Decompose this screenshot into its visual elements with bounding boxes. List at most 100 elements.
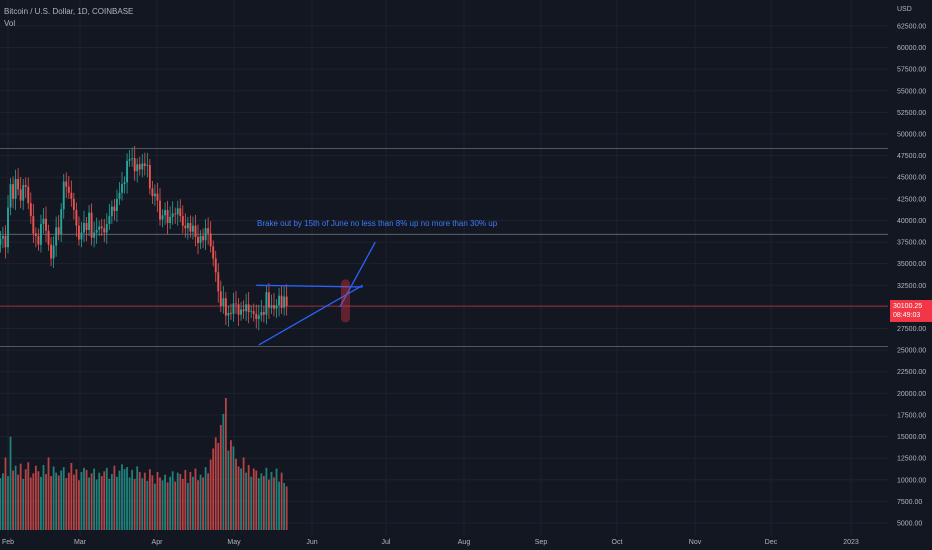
candle-body	[148, 165, 151, 189]
volume-bar	[40, 476, 42, 530]
candle-body	[171, 213, 174, 217]
candle-body	[197, 236, 199, 243]
candle-body	[39, 223, 42, 245]
volume-bar	[118, 470, 121, 530]
volume-bar	[113, 465, 116, 530]
volume-bars	[0, 398, 288, 530]
candle-body	[283, 296, 286, 308]
price-axis: USD 5000.00 7500.00 10000.00 12500.00 15000.0…	[888, 0, 932, 550]
candle-body	[265, 292, 268, 315]
volume-bar	[72, 474, 75, 530]
volume-bar	[126, 467, 128, 530]
candle-body	[57, 227, 60, 235]
volume-bar	[154, 483, 156, 530]
candle-body	[250, 311, 253, 313]
volume-bar	[29, 477, 32, 530]
volume-bar	[265, 467, 268, 530]
volume-bar	[260, 473, 263, 530]
volume-bar	[245, 472, 248, 530]
volume-bar	[283, 483, 286, 530]
candle-body	[50, 244, 53, 259]
volume-bar	[2, 473, 4, 530]
candle-body	[110, 206, 113, 217]
candle-body	[189, 223, 192, 232]
candle-body	[113, 206, 116, 211]
candle-body	[138, 164, 141, 170]
candle-body	[153, 193, 156, 197]
horizontal-levels	[0, 148, 888, 348]
price-tick-label: 32500.00	[897, 283, 926, 290]
time-tick-label: Jul	[382, 539, 391, 546]
candle-body	[95, 229, 98, 233]
price-tick-label: 15000.00	[897, 434, 926, 441]
candle-body	[262, 312, 265, 315]
volume-bar	[85, 469, 88, 530]
candle-body	[60, 209, 63, 235]
breakout-projection-line	[339, 241, 376, 308]
candle-body	[212, 246, 215, 259]
candle-body	[191, 225, 194, 232]
volume-bar	[166, 482, 169, 530]
volume-bar	[100, 476, 103, 530]
price-tick-label: 7500.00	[897, 499, 922, 506]
volume-bar	[255, 470, 258, 530]
volume-bar	[176, 472, 179, 530]
volume-bar	[189, 471, 192, 530]
volume-bar	[27, 462, 30, 530]
candle-body	[90, 212, 93, 238]
price-tick-label: 62500.00	[897, 23, 926, 30]
volume-bar	[209, 459, 212, 530]
candle-body	[4, 236, 7, 248]
candle-body	[55, 227, 58, 246]
candle-body	[27, 186, 30, 204]
candle-body	[42, 218, 45, 224]
volume-bar	[184, 469, 187, 530]
volume-bar	[65, 478, 68, 530]
volume-bar	[161, 480, 164, 530]
price-tick-label: 40000.00	[897, 218, 926, 225]
price-tick-label: 50000.00	[897, 132, 926, 139]
volume-bar	[217, 442, 220, 530]
volume-bar	[78, 480, 80, 530]
candle-body	[34, 233, 37, 237]
candle-body	[72, 198, 75, 211]
volume-bar	[262, 476, 265, 530]
candle-body	[202, 236, 205, 241]
candle-body	[275, 305, 278, 309]
candle-body	[128, 159, 131, 161]
volume-bar	[247, 465, 250, 530]
price-tick-label: 47500.00	[897, 153, 926, 160]
volume-bar	[194, 468, 197, 530]
breakout-annotation[interactable]: Brake out by 15th of June no less than 8…	[257, 219, 498, 228]
price-tick-label: 5000.00	[897, 521, 922, 528]
candle-body	[65, 181, 68, 187]
candle-body	[32, 216, 35, 234]
candle-body	[85, 223, 88, 230]
candle-body	[45, 218, 47, 231]
candle-body	[115, 198, 118, 211]
price-tick-label: 37500.00	[897, 240, 926, 247]
candle-body	[75, 210, 78, 226]
candle-body	[131, 158, 134, 160]
time-tick-label: Mar	[74, 539, 87, 546]
price-tick-label: 35000.00	[897, 261, 926, 268]
candle-body	[184, 225, 187, 229]
candle-body	[141, 163, 144, 170]
candle-body	[224, 298, 227, 316]
volume-bar	[47, 457, 50, 530]
candle-body	[285, 296, 288, 307]
candle-body	[88, 212, 91, 230]
volume-bar	[70, 462, 73, 530]
volume-bar	[67, 472, 70, 530]
candle-body	[181, 216, 184, 226]
time-tick-label: 2023	[843, 539, 859, 546]
volume-bar	[143, 472, 146, 530]
candle-body	[136, 164, 139, 172]
candle-body	[229, 312, 232, 314]
candle-body	[118, 192, 121, 199]
price-tick-label: 52500.00	[897, 110, 926, 117]
candle-body	[24, 185, 27, 187]
candle-body	[161, 215, 164, 220]
volume-bar	[4, 457, 7, 530]
